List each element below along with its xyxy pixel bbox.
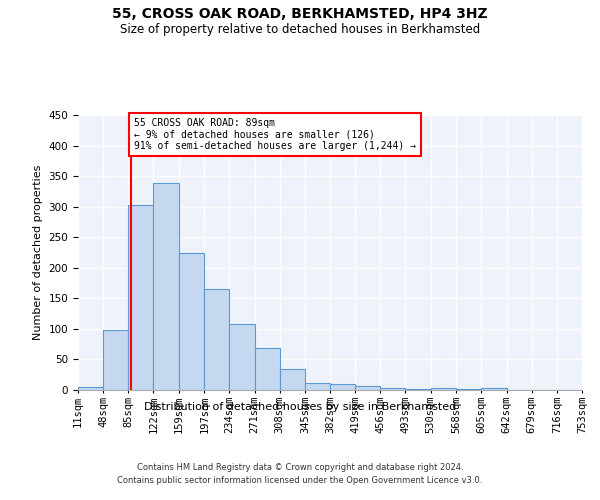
Bar: [431, 388, 457, 390]
Text: Distribution of detached houses by size in Berkhamsted: Distribution of detached houses by size …: [144, 402, 456, 412]
Bar: [254, 348, 280, 390]
Bar: [154, 184, 179, 390]
Bar: [179, 253, 205, 390]
Text: Contains public sector information licensed under the Open Government Licence v3: Contains public sector information licen…: [118, 476, 482, 485]
Bar: [481, 388, 506, 390]
Text: Size of property relative to detached houses in Berkhamsted: Size of property relative to detached ho…: [120, 22, 480, 36]
Bar: [128, 205, 154, 390]
Bar: [78, 387, 103, 390]
Y-axis label: Number of detached properties: Number of detached properties: [33, 165, 43, 340]
Bar: [280, 369, 305, 390]
Bar: [205, 289, 229, 390]
Bar: [406, 389, 431, 390]
Bar: [380, 388, 406, 390]
Bar: [330, 384, 355, 390]
Bar: [229, 324, 254, 390]
Text: 55, CROSS OAK ROAD, BERKHAMSTED, HP4 3HZ: 55, CROSS OAK ROAD, BERKHAMSTED, HP4 3HZ: [112, 8, 488, 22]
Bar: [305, 382, 330, 390]
Bar: [355, 386, 380, 390]
Text: Contains HM Land Registry data © Crown copyright and database right 2024.: Contains HM Land Registry data © Crown c…: [137, 462, 463, 471]
Bar: [103, 330, 128, 390]
Text: 55 CROSS OAK ROAD: 89sqm
← 9% of detached houses are smaller (126)
91% of semi-d: 55 CROSS OAK ROAD: 89sqm ← 9% of detache…: [134, 118, 416, 152]
